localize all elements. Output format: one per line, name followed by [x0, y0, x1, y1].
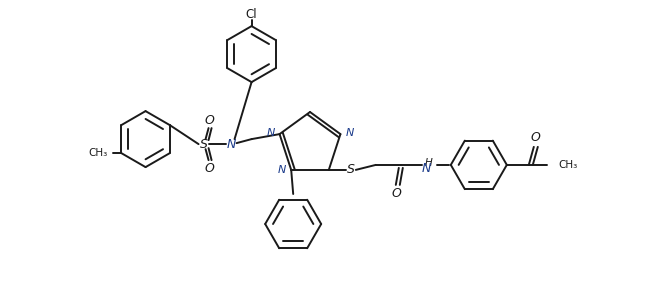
Text: N: N [278, 165, 287, 175]
Text: O: O [392, 187, 402, 200]
Text: O: O [204, 162, 215, 175]
Text: N: N [422, 162, 432, 175]
Text: Cl: Cl [246, 8, 258, 21]
Text: H: H [425, 158, 433, 168]
Text: S: S [347, 163, 355, 176]
Text: N: N [227, 138, 236, 151]
Text: S: S [200, 138, 208, 151]
Text: N: N [345, 128, 354, 138]
Text: CH₃: CH₃ [559, 160, 578, 170]
Text: O: O [531, 131, 541, 144]
Text: O: O [204, 114, 215, 127]
Text: N: N [267, 128, 275, 138]
Text: CH₃: CH₃ [88, 148, 107, 158]
